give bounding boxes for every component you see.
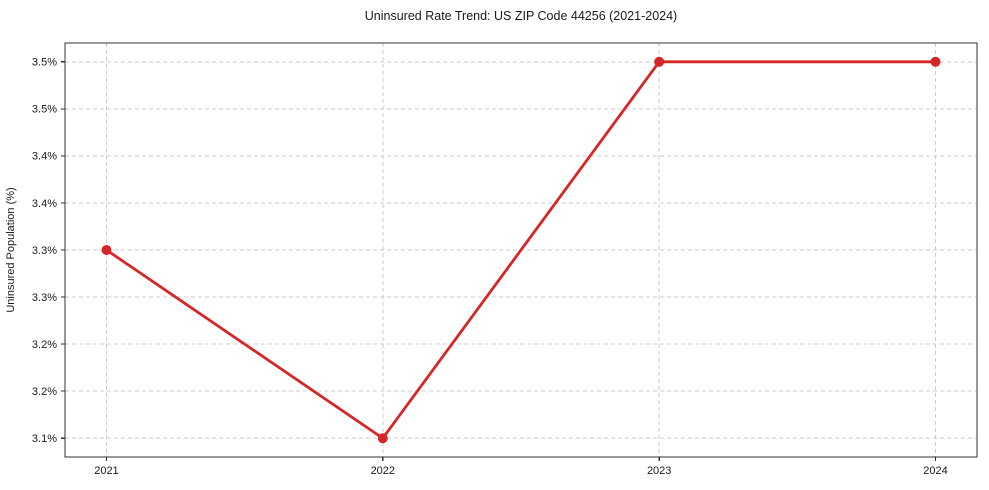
x-tick-label: 2022 [371, 465, 395, 477]
chart-title: Uninsured Rate Trend: US ZIP Code 44256 … [365, 9, 677, 23]
x-tick-label: 2021 [94, 465, 118, 477]
y-tick-label: 3.2% [32, 339, 57, 351]
data-point-2021 [101, 245, 112, 255]
x-tick-label: 2023 [647, 465, 671, 477]
trend-line-series [101, 56, 941, 444]
grid-layer [65, 43, 977, 457]
y-tick-label: 3.5% [32, 57, 57, 69]
tick-label-layer: 3.1% 3.2% 3.2% 3.3% 3.3% 3.4% 3.4% 3.5% 3.5% 2021… [32, 57, 948, 477]
y-tick-label: 3.4% [32, 151, 57, 163]
data-point-2023 [654, 56, 665, 67]
y-axis-label: Uninsured Population (%) [5, 187, 17, 312]
y-tick-label: 3.4% [32, 198, 57, 210]
y-tick-label: 3.2% [32, 386, 57, 398]
plot-frame [64, 42, 978, 458]
trend-line [105, 60, 937, 440]
y-tick-label: 3.1% [32, 433, 57, 445]
x-tick-label: 2024 [923, 465, 947, 477]
y-tick-label: 3.3% [32, 292, 57, 304]
data-point-2022 [377, 433, 388, 444]
tick-layer [61, 61, 937, 461]
y-tick-label: 3.3% [32, 245, 57, 257]
y-tick-label: 3.5% [32, 104, 57, 116]
data-point-2024 [930, 56, 941, 67]
